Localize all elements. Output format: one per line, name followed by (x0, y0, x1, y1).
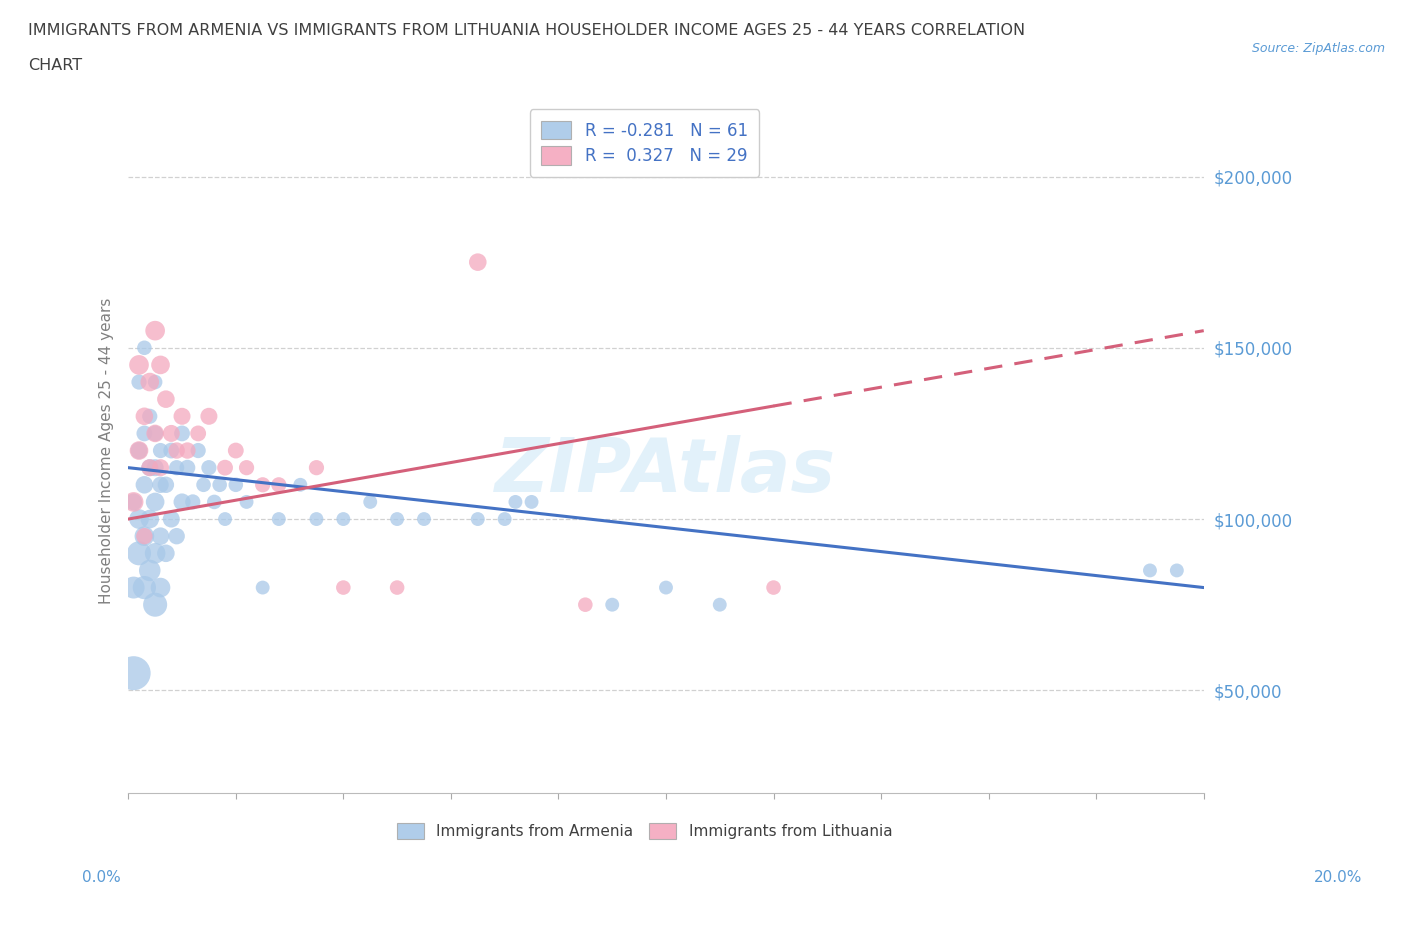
Point (143, 495, 166, 510)
Point (143, 426, 166, 441)
Point (128, 357, 150, 372)
Text: ZIPAtlas: ZIPAtlas (495, 434, 837, 508)
Point (143, 426, 166, 441)
Point (290, 477, 312, 492)
Point (139, 460, 162, 475)
Point (359, 495, 381, 510)
Point (139, 375, 162, 390)
Point (467, 255, 489, 270)
Point (149, 529, 172, 544)
Point (214, 512, 236, 526)
Point (332, 580, 354, 595)
Text: 20.0%: 20.0% (1315, 870, 1362, 885)
Point (600, 597, 623, 612)
Point (225, 443, 247, 458)
Point (139, 409, 162, 424)
Point (122, 580, 145, 595)
Point (160, 426, 183, 441)
Point (709, 597, 731, 612)
Point (170, 495, 193, 510)
Point (385, 580, 408, 595)
Point (128, 375, 150, 390)
Point (413, 512, 436, 526)
Point (520, 495, 543, 510)
Point (149, 443, 172, 458)
Point (181, 495, 204, 510)
Point (252, 580, 274, 595)
Point (128, 443, 150, 458)
Point (235, 460, 257, 475)
Point (198, 409, 221, 424)
Point (305, 460, 328, 475)
Point (176, 443, 198, 458)
Point (139, 563, 162, 578)
Point (214, 460, 236, 475)
Point (385, 512, 408, 526)
Point (762, 580, 785, 595)
Point (267, 512, 290, 526)
Point (176, 460, 198, 475)
Point (166, 460, 188, 475)
Point (467, 512, 489, 526)
Point (166, 529, 188, 544)
Point (143, 375, 166, 390)
Text: 0.0%: 0.0% (82, 870, 121, 885)
Point (128, 443, 150, 458)
Point (139, 460, 162, 475)
Point (1139, 563, 1161, 578)
Point (155, 392, 177, 406)
Point (128, 546, 150, 561)
Point (128, 512, 150, 526)
Point (134, 426, 156, 441)
Point (155, 477, 177, 492)
Point (134, 340, 156, 355)
Legend: Immigrants from Armenia, Immigrants from Lithuania: Immigrants from Armenia, Immigrants from… (389, 816, 900, 847)
Point (202, 495, 225, 510)
Point (574, 597, 596, 612)
Point (225, 477, 247, 492)
Point (193, 477, 215, 492)
Point (332, 512, 354, 526)
Point (143, 460, 166, 475)
Point (122, 666, 145, 681)
Point (655, 580, 678, 595)
Point (134, 529, 156, 544)
Point (134, 529, 156, 544)
Point (252, 477, 274, 492)
Point (149, 460, 172, 475)
Point (143, 324, 166, 339)
Point (208, 477, 231, 492)
Point (149, 477, 172, 492)
Point (267, 477, 290, 492)
Point (155, 546, 177, 561)
Point (160, 443, 183, 458)
Point (134, 477, 156, 492)
Point (187, 426, 209, 441)
Point (143, 597, 166, 612)
Point (198, 460, 221, 475)
Point (235, 495, 257, 510)
Point (149, 580, 172, 595)
Text: Source: ZipAtlas.com: Source: ZipAtlas.com (1251, 42, 1385, 55)
Point (187, 443, 209, 458)
Point (122, 495, 145, 510)
Point (160, 512, 183, 526)
Point (149, 357, 172, 372)
Point (166, 443, 188, 458)
Point (122, 495, 145, 510)
Text: IMMIGRANTS FROM ARMENIA VS IMMIGRANTS FROM LITHUANIA HOUSEHOLDER INCOME AGES 25 : IMMIGRANTS FROM ARMENIA VS IMMIGRANTS FR… (28, 23, 1025, 38)
Point (1166, 563, 1188, 578)
Point (139, 512, 162, 526)
Point (170, 409, 193, 424)
Point (305, 512, 328, 526)
Point (143, 546, 166, 561)
Point (494, 512, 516, 526)
Point (170, 426, 193, 441)
Text: CHART: CHART (28, 58, 82, 73)
Point (134, 409, 156, 424)
Point (134, 580, 156, 595)
Point (505, 495, 527, 510)
Y-axis label: Householder Income Ages 25 - 44 years: Householder Income Ages 25 - 44 years (100, 298, 114, 604)
